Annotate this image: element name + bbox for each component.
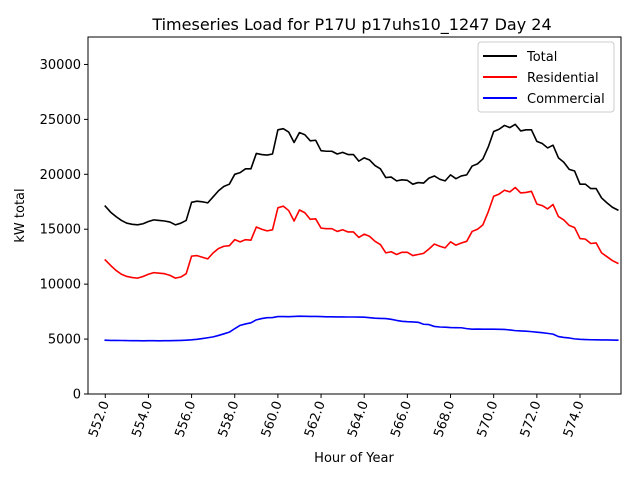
y-tick-label: 10000 [40, 278, 81, 293]
y-tick-label: 25000 [40, 113, 81, 128]
legend-box [477, 41, 615, 113]
plot-frame [87, 36, 622, 395]
y-tick-label: 5000 [48, 333, 81, 348]
y-tick-label: 20000 [40, 168, 81, 183]
y-tick-label: 15000 [40, 223, 81, 238]
legend-label-total: Total [526, 50, 557, 65]
y-tick-label: 30000 [40, 58, 81, 73]
legend-label-commercial: Commercial [527, 92, 605, 107]
y-axis: 0 5000 10000 15000 20000 25000 30000 [40, 58, 88, 403]
legend-label-residential: Residential [527, 71, 599, 86]
x-axis-title: Hour of Year [314, 451, 394, 466]
series-line-commercial [104, 315, 619, 342]
legend: Total Residential Commercial [477, 41, 615, 113]
series-line-residential [104, 186, 619, 279]
series-line-total [104, 123, 619, 226]
y-tick-label: 0 [73, 388, 81, 403]
y-axis-title: kW total [13, 188, 28, 242]
series-layer [104, 123, 619, 342]
chart-title: Timeseries Load for P17U p17uhs10_1247 D… [151, 15, 551, 35]
